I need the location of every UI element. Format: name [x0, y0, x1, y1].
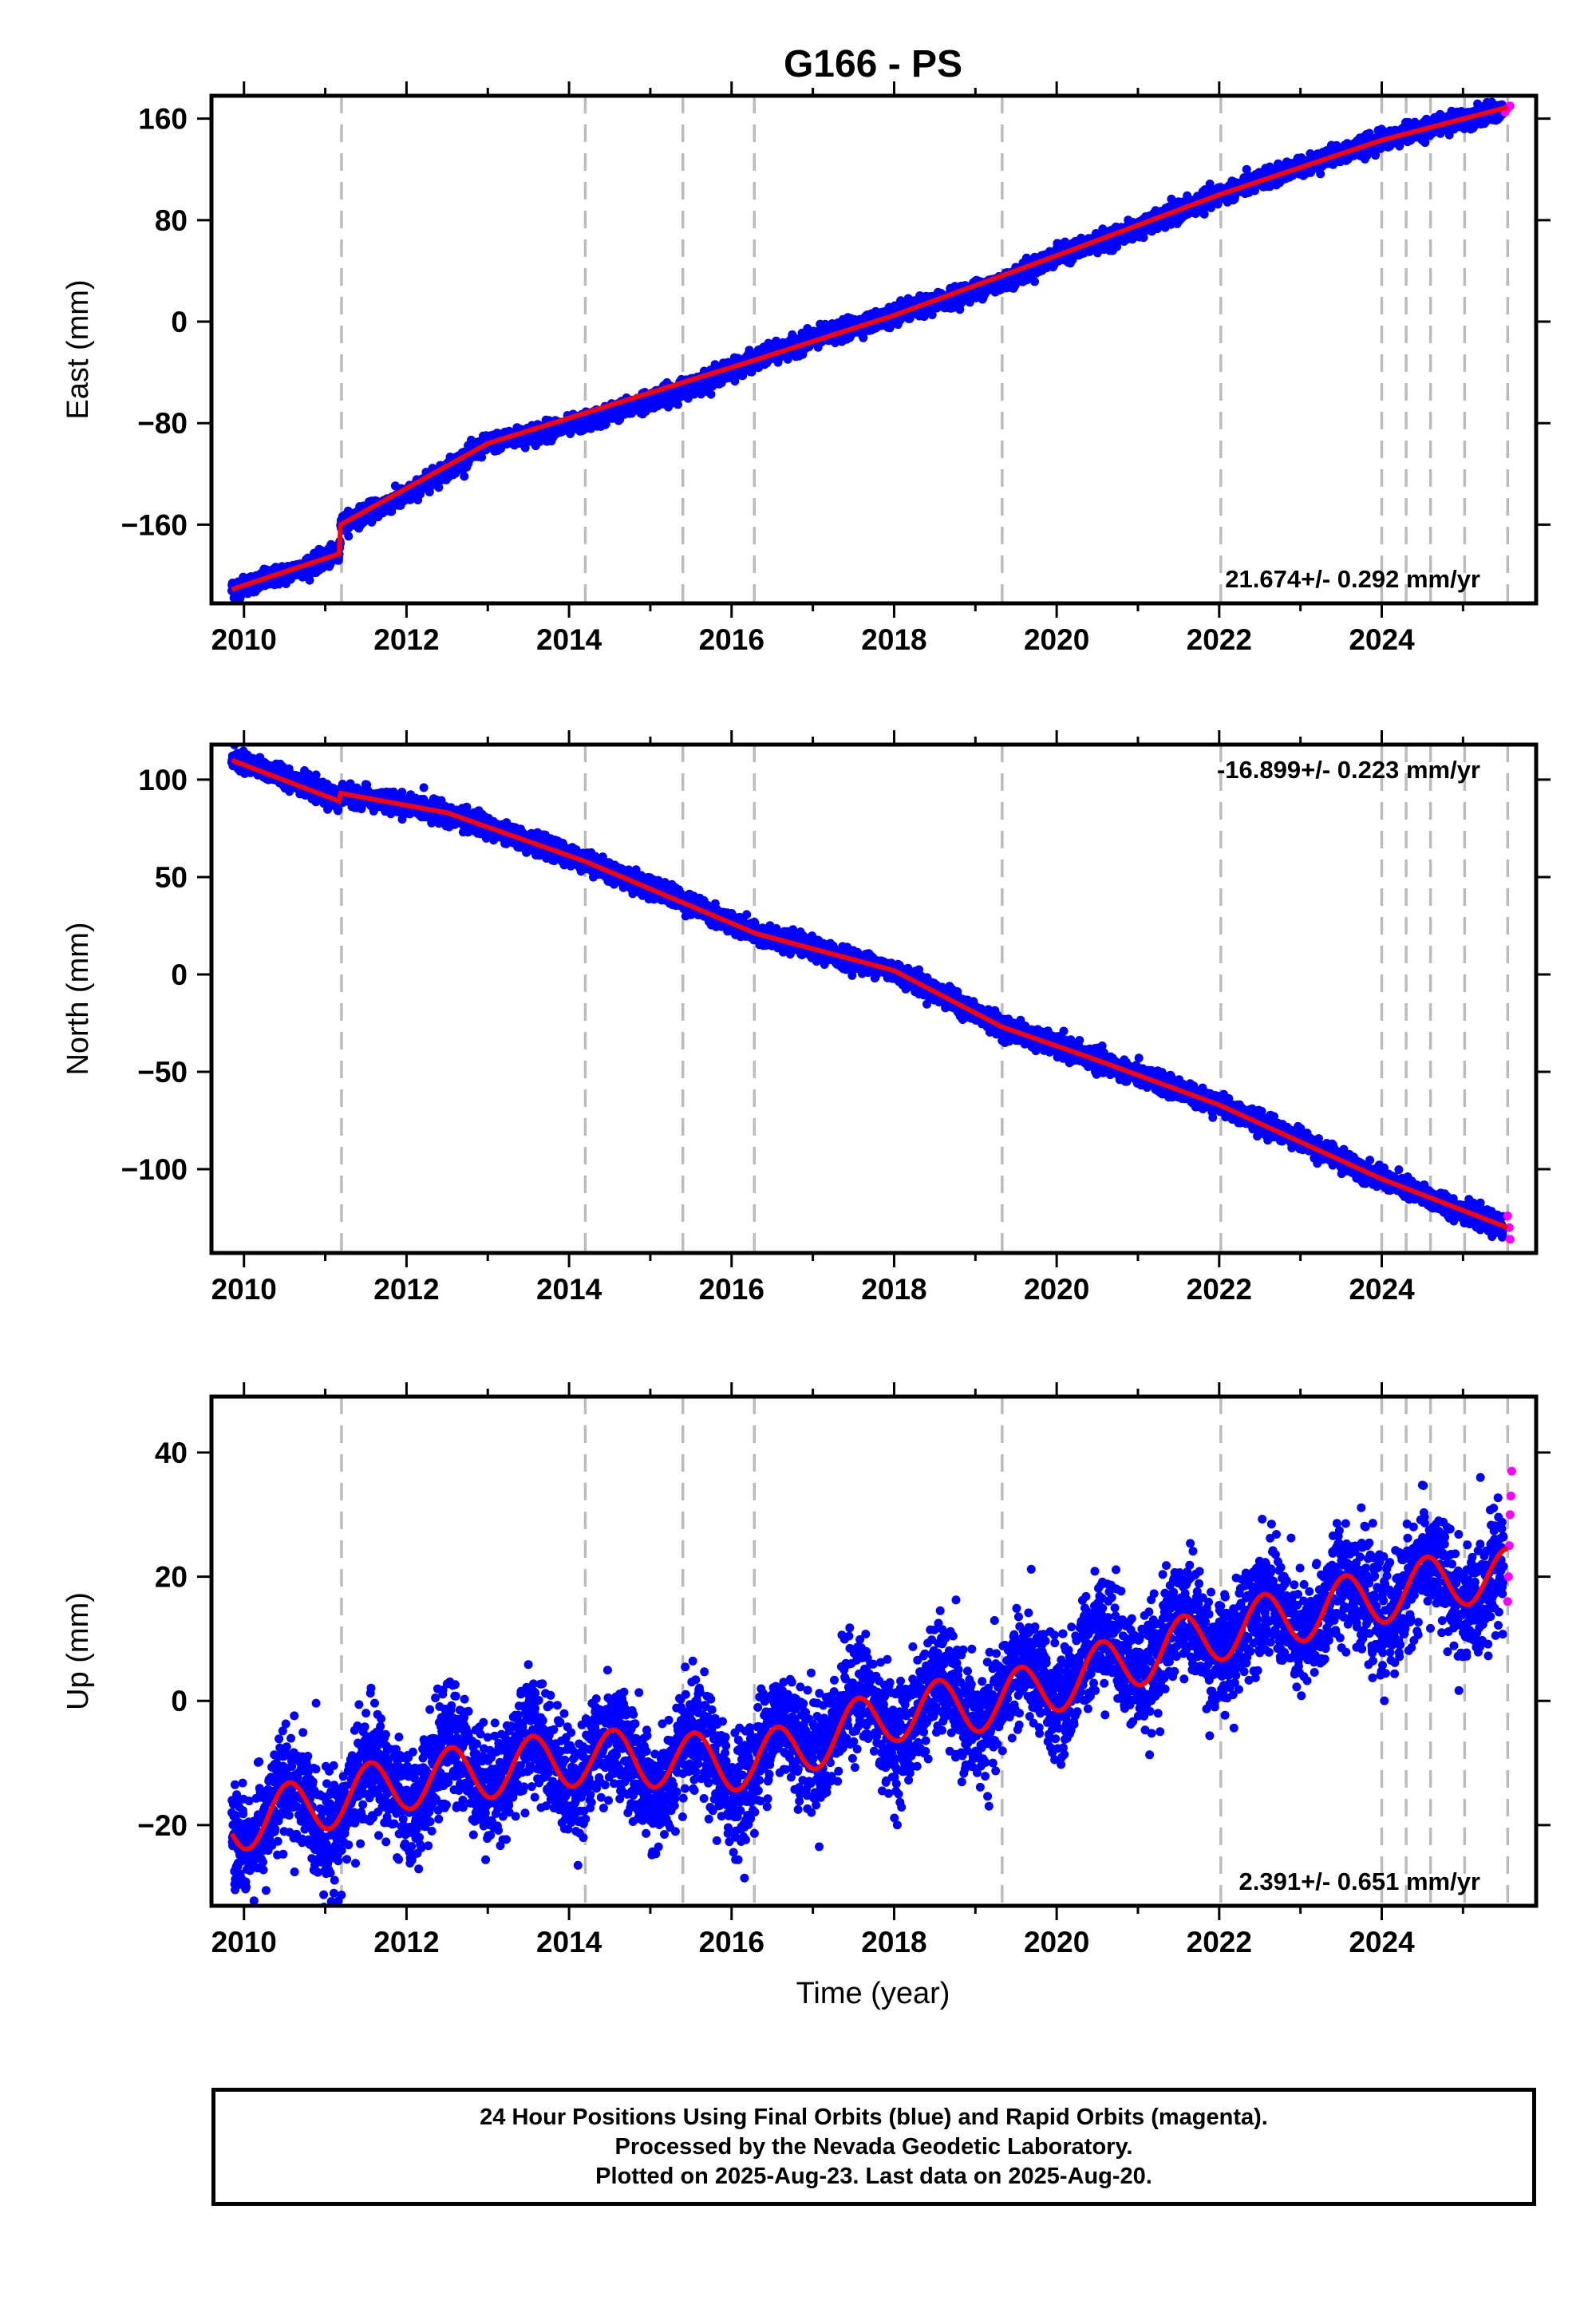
final-orbit-point	[1030, 277, 1039, 287]
final-orbit-point	[706, 389, 716, 399]
final-orbit-point	[1199, 209, 1209, 219]
final-orbit-point	[1316, 169, 1325, 179]
final-orbit-point	[886, 321, 895, 330]
east-panel: 2010 2012 2014 2016 2018 2020 2022 2024−160−800…	[61, 81, 1551, 656]
final-orbit-point	[460, 472, 469, 481]
final-orbit-point	[425, 488, 434, 496]
final-orbit-point	[305, 575, 314, 585]
data-points	[227, 97, 1515, 603]
final-orbit-point	[344, 532, 354, 541]
chart-title: G166 - PS	[784, 43, 962, 85]
